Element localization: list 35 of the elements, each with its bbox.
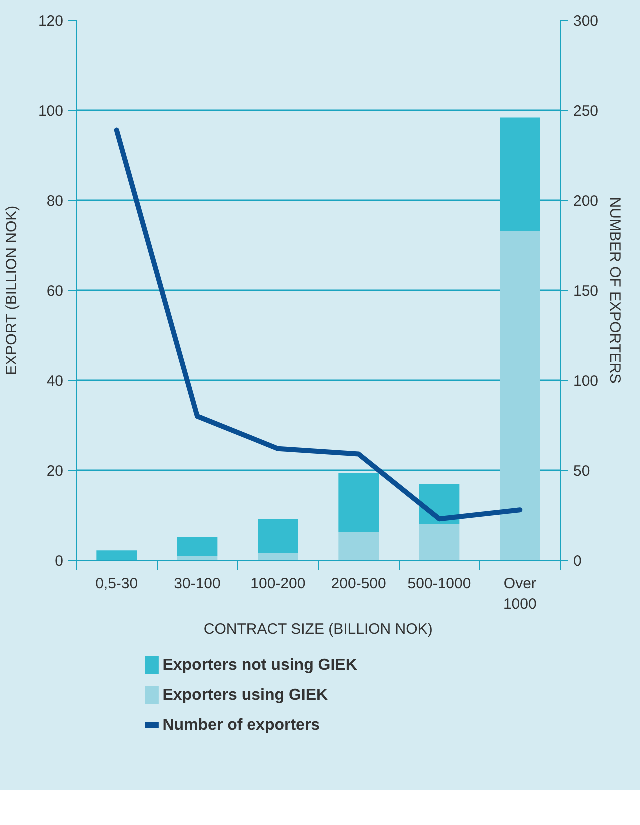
bar: [338, 473, 379, 532]
bar: [96, 550, 137, 560]
bar: [258, 553, 298, 560]
bar: [258, 520, 298, 554]
x-tick-label: Over 1000: [503, 576, 537, 613]
y2-tick-label: 100: [574, 373, 599, 390]
y-tick-label: 60: [46, 283, 64, 300]
y-tick-label: 20: [46, 463, 64, 480]
y-axis-title: EXPORT (BILLION NOK): [3, 206, 20, 376]
y-tick-label: 40: [46, 373, 64, 390]
bar: [500, 118, 540, 232]
x-tick-label: 100-200: [250, 576, 306, 592]
y2-tick-label: 50: [574, 463, 590, 480]
legend-label: Number of exporters: [162, 717, 320, 734]
y2-tick-label: 150: [574, 283, 599, 300]
y-tick-label: 80: [46, 193, 64, 210]
x-tick-label: 0,5-30: [96, 576, 138, 592]
y2-tick-label: 300: [574, 13, 599, 30]
y-tick-label: 120: [38, 13, 64, 30]
y-tick-label: 100: [38, 103, 64, 120]
bar: [419, 524, 460, 560]
y2-axis-title: NUMBER OF EXPORTERS: [606, 197, 624, 384]
bar: [177, 538, 218, 556]
bar: [500, 232, 540, 560]
bar: [338, 532, 379, 560]
x-tick-label: 30-100: [174, 576, 221, 592]
y2-tick-label: 200: [574, 193, 599, 210]
y2-tick-label: 0: [574, 553, 582, 570]
x-axis-title: CONTRACT SIZE (BILLION NOK): [204, 620, 433, 638]
y2-tick-label: 250: [574, 103, 599, 120]
y-tick-label: 0: [55, 553, 64, 570]
x-tick-label: 200-500: [331, 576, 386, 592]
legend-label: Exporters not using GIEK: [162, 657, 358, 674]
legend-label: Exporters using GIEK: [162, 687, 329, 704]
x-tick-label: 500-1000: [408, 576, 472, 592]
